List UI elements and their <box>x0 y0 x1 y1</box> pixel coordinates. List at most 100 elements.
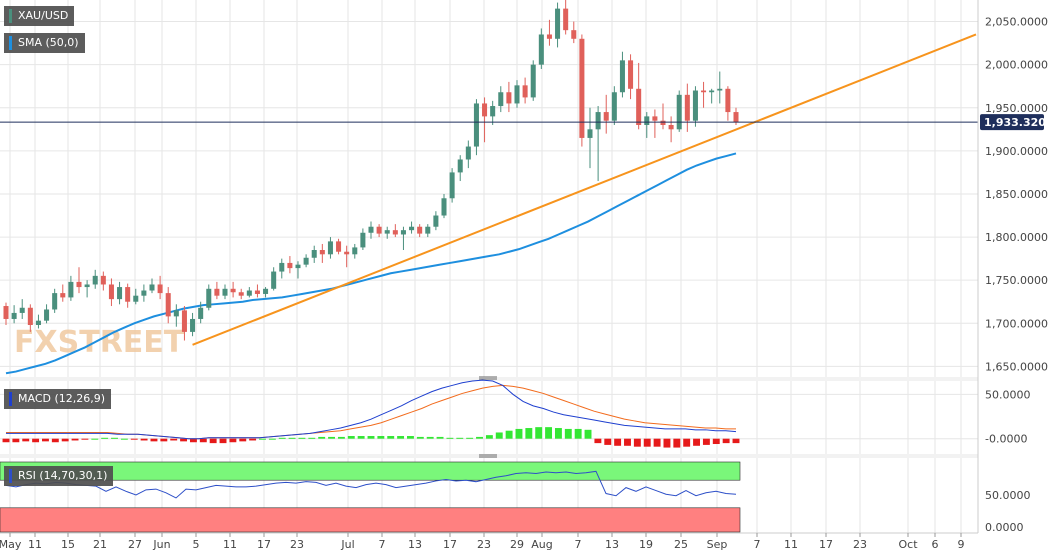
candle-body <box>311 250 317 258</box>
candle-body <box>295 264 301 269</box>
rsi-legend[interactable]: RSI (14,70,30,1) <box>4 466 114 486</box>
macd-hist-bar <box>357 436 365 439</box>
macd-hist-bar <box>130 438 138 440</box>
macd-hist-bar <box>683 438 691 447</box>
candle-body <box>149 284 155 291</box>
y-tick-label: 1,800.0000 <box>985 231 1048 244</box>
y-axis-ticks: 2,050.0000 2,000.0000 1,950.0000 1,900.0000… <box>985 16 1048 534</box>
x-tick-label: 23 <box>477 538 491 551</box>
candle-body <box>100 275 106 285</box>
macd-hist-bar <box>554 428 562 439</box>
sma-legend[interactable]: SMA (50,0) <box>4 33 85 53</box>
resize-handle-icon[interactable] <box>479 454 497 458</box>
x-tick-label: 9 <box>958 538 965 551</box>
macd-hist-bar <box>42 438 49 442</box>
candle-body <box>611 92 617 121</box>
candle-body <box>628 60 634 89</box>
macd-legend[interactable]: MACD (12,26,9) <box>4 389 112 409</box>
macd-hist-bar <box>12 438 20 443</box>
candle-body <box>619 60 625 93</box>
candle-body <box>125 287 131 302</box>
macd-hist-bar <box>446 437 454 439</box>
macd-hist-bar <box>377 436 385 439</box>
macd-hist-bar <box>298 437 306 439</box>
x-tick-label: 13 <box>605 538 619 551</box>
candle-body <box>198 307 204 319</box>
y-tick-label: 1,700.0000 <box>985 317 1048 330</box>
x-tick-label: 7 <box>379 538 386 551</box>
x-axis-ticks: May 11 15 21 27 Jun 5 11 17 23 Jul 7 13 17 23 29 Aug 7 13 1… <box>0 533 965 551</box>
macd-hist-bar <box>594 438 602 444</box>
macd-swatch <box>9 392 12 406</box>
x-tick-label: 19 <box>639 538 653 551</box>
candle-body <box>465 146 471 160</box>
candle-body <box>490 106 496 117</box>
candle-body <box>68 281 74 298</box>
candle-body <box>35 320 41 325</box>
macd-hist-bar <box>584 429 592 439</box>
candle-body <box>579 38 585 138</box>
candle-body <box>555 8 561 39</box>
candle-body <box>336 241 342 252</box>
rsi-line <box>5 470 737 499</box>
candle-body <box>709 90 715 93</box>
y-tick-label: 1,900.0000 <box>985 145 1048 158</box>
panel-divider-macd[interactable] <box>0 454 978 458</box>
candle-body <box>3 306 9 319</box>
y-tick-label: 50.0000 <box>985 489 1031 502</box>
candle-body <box>530 64 536 98</box>
x-tick-label: 7 <box>575 538 582 551</box>
candle-body <box>108 284 114 300</box>
candle-body <box>409 226 415 231</box>
macd-hist-bar <box>614 438 622 446</box>
candle-body <box>238 292 244 296</box>
candle-body <box>701 90 707 93</box>
macd-hist-bar <box>485 435 493 439</box>
x-tick-label: Aug <box>531 538 552 551</box>
candle-body <box>60 293 66 298</box>
candle-body <box>563 8 569 31</box>
candle-body <box>368 226 374 233</box>
candle-body <box>514 85 520 104</box>
candle-body <box>360 232 366 248</box>
macd-hist-bar <box>2 438 10 443</box>
candle-body <box>376 226 382 234</box>
candle-body <box>668 125 674 130</box>
candle-body <box>473 103 479 147</box>
symbol-legend[interactable]: XAU/USD <box>4 6 75 26</box>
candle-body <box>11 312 17 319</box>
x-tick-label: Sep <box>707 538 728 551</box>
x-tick-label: 6 <box>932 538 939 551</box>
macd-hist-bar <box>702 438 710 445</box>
macd-hist-bar <box>495 432 503 439</box>
macd-hist-bar <box>219 438 227 444</box>
macd-hist-bar <box>308 437 316 439</box>
candle-body <box>27 307 33 325</box>
candle-body <box>352 247 358 255</box>
candle-body <box>246 290 252 296</box>
y-tick-label: 1,750.0000 <box>985 274 1048 287</box>
macd-hist-bar <box>81 438 89 440</box>
trendline <box>192 33 977 346</box>
candle-body <box>319 250 325 255</box>
macd-hist-bar <box>564 428 572 439</box>
macd-hist-bar <box>693 438 700 446</box>
x-tick-label: 25 <box>674 538 688 551</box>
macd-hist-bar <box>180 438 188 442</box>
x-tick-label: Jul <box>340 538 354 551</box>
x-tick-label: Jun <box>152 538 170 551</box>
macd-hist-bar <box>476 436 483 439</box>
candle-body <box>222 288 228 296</box>
candle-body <box>482 103 488 117</box>
x-tick-label: 11 <box>28 538 42 551</box>
candle-body <box>141 290 147 296</box>
macd-hist-bar <box>545 427 553 439</box>
macd-hist-bar <box>673 438 681 448</box>
y-tick-label: 2,000.0000 <box>985 59 1048 72</box>
candle-body <box>546 34 552 39</box>
y-tick-label: 0.0000 <box>985 521 1024 534</box>
resize-handle-icon[interactable] <box>479 376 497 380</box>
candle-body <box>181 310 187 332</box>
x-tick-label: 23 <box>853 538 867 551</box>
macd-hist-bar <box>209 438 217 444</box>
